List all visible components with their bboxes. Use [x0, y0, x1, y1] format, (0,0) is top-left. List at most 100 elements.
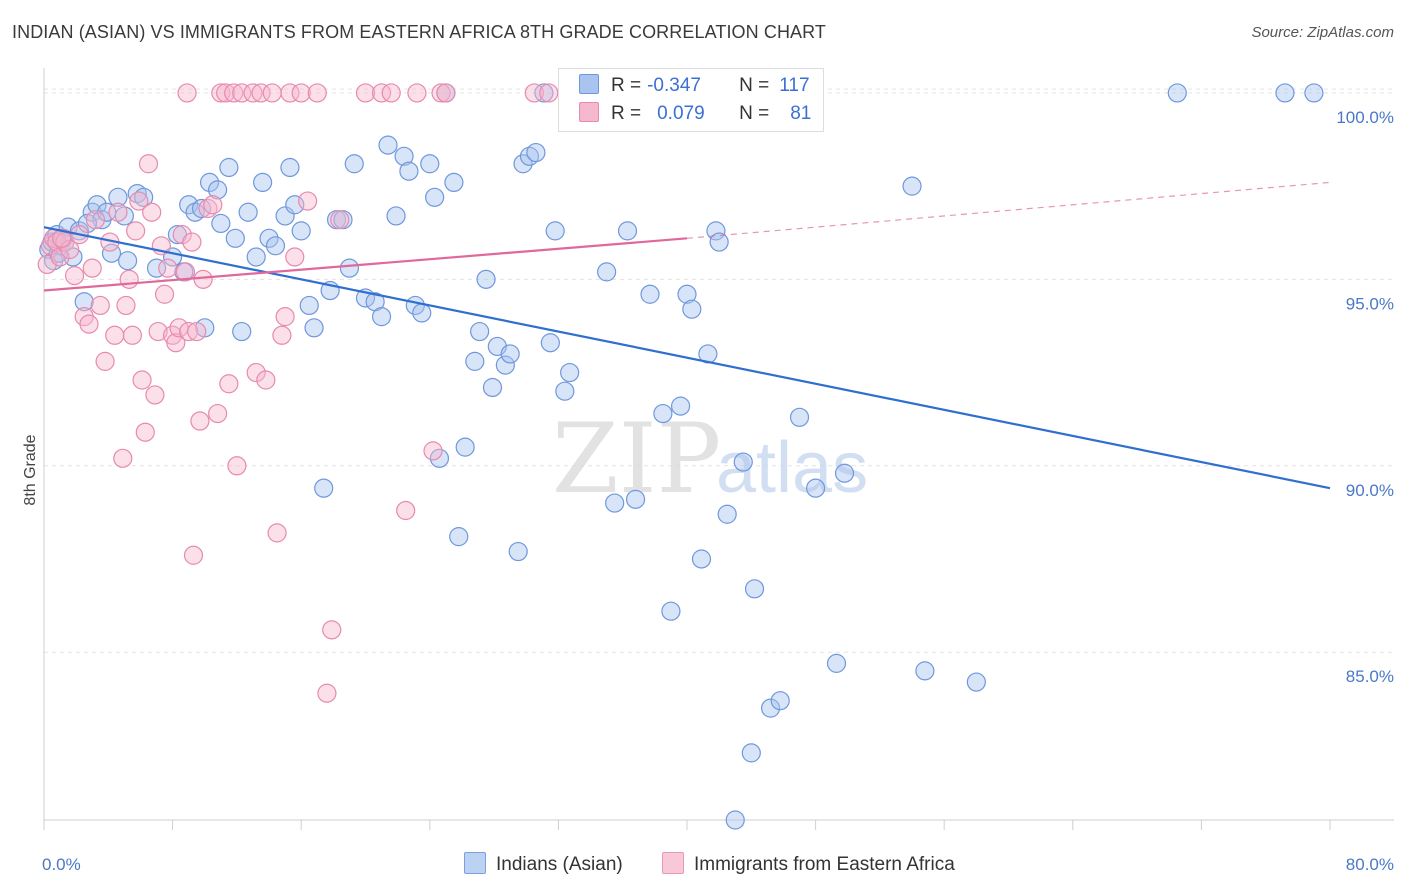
data-point — [476, 269, 496, 289]
data-point — [420, 154, 440, 174]
data-point — [129, 191, 149, 211]
data-point — [291, 83, 311, 103]
data-point — [251, 83, 271, 103]
y-tick-label: 90.0% — [1346, 481, 1394, 500]
data-point — [555, 381, 575, 401]
y-tick-label: 85.0% — [1346, 667, 1394, 686]
data-point — [508, 541, 528, 562]
data-point — [225, 228, 245, 248]
data-point — [709, 232, 729, 252]
n-value: 117 — [779, 75, 810, 96]
data-point — [135, 422, 155, 442]
r-value: -0.347 — [647, 75, 701, 96]
data-point — [307, 83, 327, 103]
data-point — [64, 266, 85, 286]
data-point — [378, 135, 398, 155]
data-point — [216, 83, 236, 103]
data-point — [280, 157, 300, 178]
data-point — [534, 83, 554, 103]
y-axis-label: 8th Grade — [22, 434, 39, 505]
data-point — [725, 810, 745, 830]
legend-item-eastern-africa: Immigrants from Eastern Africa — [662, 852, 955, 876]
data-point — [431, 83, 451, 103]
data-point — [425, 187, 445, 207]
trend-lines — [43, 181, 1331, 490]
legend-item-indians: Indians (Asian) — [464, 852, 623, 876]
data-point — [272, 325, 292, 345]
trend-line-dashed-pink — [686, 181, 1331, 239]
data-point — [145, 385, 165, 405]
data-point — [834, 463, 855, 483]
data-point — [154, 284, 175, 304]
data-point — [605, 493, 625, 513]
data-point — [267, 523, 287, 543]
data-point — [470, 321, 490, 342]
legend-label: Immigrants from Eastern Africa — [694, 854, 955, 875]
data-point — [682, 299, 702, 319]
data-point — [617, 221, 638, 241]
data-point — [625, 489, 646, 509]
data-point — [119, 269, 139, 289]
data-point — [789, 407, 810, 427]
legend-row-eastern-africa: R = 0.079 N = 81 — [579, 102, 811, 128]
data-point — [640, 284, 660, 304]
data-point — [256, 370, 276, 390]
data-point — [95, 351, 115, 371]
stats-legend: R = -0.347 N = 117 R = 0.079 N = 81 — [558, 68, 824, 132]
data-point — [465, 351, 485, 371]
data-point — [148, 321, 168, 342]
data-point — [298, 191, 318, 211]
source-label: Source: ZipAtlas.com — [1251, 24, 1394, 41]
data-points — [37, 83, 1324, 830]
data-point — [199, 172, 220, 193]
data-point — [232, 321, 252, 342]
data-point — [113, 448, 133, 468]
data-point — [122, 325, 143, 345]
data-point — [90, 295, 110, 316]
data-point — [275, 307, 295, 327]
watermark-zip: ZIP — [552, 403, 721, 515]
data-point — [344, 154, 364, 174]
data-point — [146, 258, 167, 278]
data-point — [444, 172, 464, 193]
series-pink — [37, 83, 559, 703]
data-point — [902, 176, 922, 196]
r-value: 0.079 — [657, 103, 705, 124]
data-point — [208, 180, 228, 200]
data-point — [259, 228, 279, 248]
data-point — [232, 83, 252, 103]
data-point — [717, 504, 737, 524]
data-point — [915, 661, 935, 681]
data-point — [966, 672, 986, 692]
data-point — [1275, 83, 1295, 103]
data-point — [82, 258, 102, 278]
data-point — [386, 206, 406, 226]
data-point — [219, 157, 239, 178]
data-point — [560, 362, 580, 383]
legend-swatch-blue — [464, 852, 486, 874]
data-point — [691, 549, 712, 569]
y-tick-label: 95.0% — [1346, 294, 1394, 313]
legend-swatch-pink — [579, 102, 599, 122]
data-point — [175, 262, 196, 282]
data-point — [243, 83, 263, 103]
data-point — [524, 83, 544, 103]
data-point — [280, 83, 300, 103]
trend-line-pink — [43, 237, 688, 292]
data-point — [182, 232, 202, 252]
data-point — [219, 374, 239, 394]
data-point — [265, 236, 286, 256]
data-point — [670, 396, 691, 416]
x-tick-label: 80.0% — [1346, 855, 1394, 874]
data-point — [407, 83, 427, 103]
data-point — [394, 146, 414, 166]
data-point — [79, 314, 99, 334]
data-point — [744, 579, 765, 599]
n-label: N = — [739, 75, 770, 96]
data-point — [495, 355, 515, 375]
data-point — [826, 653, 847, 673]
data-point — [246, 247, 266, 267]
data-point — [74, 292, 94, 312]
data-point — [183, 545, 204, 565]
